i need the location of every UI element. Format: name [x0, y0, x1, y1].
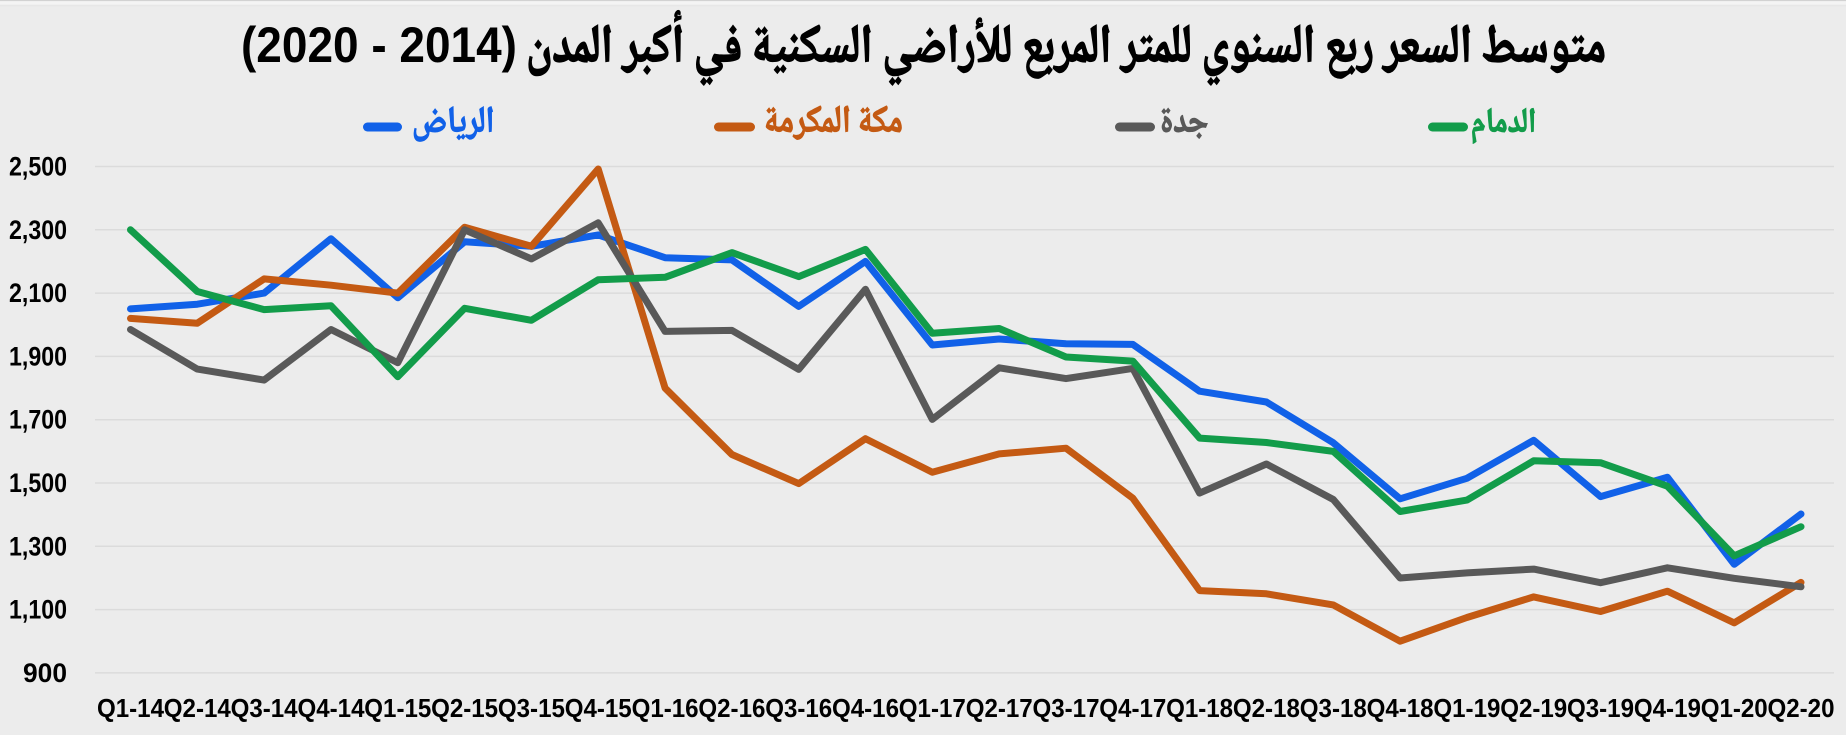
svg-text:Q1-16: Q1-16: [632, 693, 699, 723]
svg-text:Q1-17: Q1-17: [899, 693, 966, 723]
svg-text:(2020 - 2014): (2020 - 2014): [241, 17, 517, 73]
svg-text:Q4-15: Q4-15: [565, 693, 632, 723]
svg-text:Q3-19: Q3-19: [1567, 693, 1634, 723]
svg-text:Q2-19: Q2-19: [1500, 693, 1567, 723]
svg-text:Q3-17: Q3-17: [1033, 693, 1100, 723]
svg-text:Q2-14: Q2-14: [164, 693, 231, 723]
svg-text:Q1-15: Q1-15: [364, 693, 431, 723]
svg-text:Q2-18: Q2-18: [1233, 693, 1300, 723]
svg-text:Q3-15: Q3-15: [498, 693, 565, 723]
svg-text:Q2-15: Q2-15: [431, 693, 498, 723]
svg-text:Q4-14: Q4-14: [298, 693, 365, 723]
svg-text:900: 900: [23, 658, 67, 688]
svg-text:Q2-20: Q2-20: [1768, 693, 1835, 723]
svg-text:Q1-18: Q1-18: [1166, 693, 1233, 723]
svg-text:Q4-19: Q4-19: [1634, 693, 1701, 723]
svg-text:2,100: 2,100: [9, 278, 67, 308]
svg-text:Q3-16: Q3-16: [765, 693, 832, 723]
svg-text:Q1-19: Q1-19: [1433, 693, 1500, 723]
svg-text:2,300: 2,300: [9, 215, 67, 245]
svg-text:1,300: 1,300: [9, 531, 67, 561]
svg-text:Q3-18: Q3-18: [1300, 693, 1367, 723]
svg-text:Q4-17: Q4-17: [1099, 693, 1166, 723]
svg-text:Q4-16: Q4-16: [832, 693, 899, 723]
svg-text:1,900: 1,900: [9, 341, 67, 371]
svg-text:1,100: 1,100: [9, 595, 67, 625]
svg-text:2,500: 2,500: [9, 152, 67, 182]
svg-text:Q3-14: Q3-14: [231, 693, 298, 723]
svg-text:Q4-18: Q4-18: [1367, 693, 1434, 723]
svg-text:Q1-20: Q1-20: [1701, 693, 1768, 723]
svg-text:1,700: 1,700: [9, 405, 67, 435]
svg-text:1,500: 1,500: [9, 468, 67, 498]
svg-text:Q2-16: Q2-16: [698, 693, 765, 723]
svg-text:Q2-17: Q2-17: [966, 693, 1033, 723]
svg-text:Q1-14: Q1-14: [97, 693, 164, 723]
